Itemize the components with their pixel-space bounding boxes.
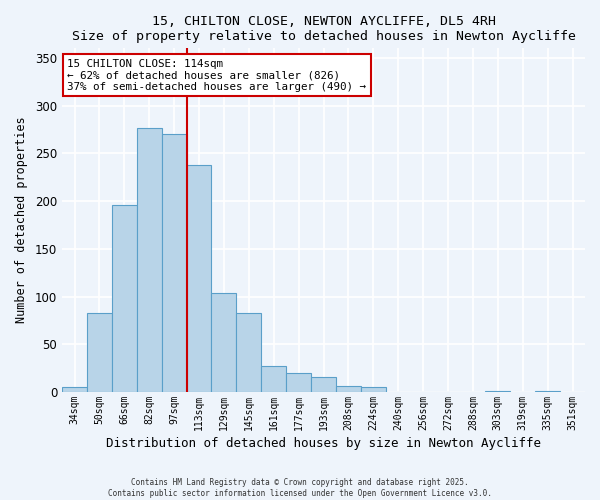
Bar <box>187 165 211 392</box>
Text: Contains HM Land Registry data © Crown copyright and database right 2025.
Contai: Contains HM Land Registry data © Crown c… <box>108 478 492 498</box>
Bar <box>361 388 386 392</box>
Bar <box>336 386 361 392</box>
Bar <box>161 134 187 392</box>
Bar <box>137 128 161 392</box>
Bar <box>236 313 261 392</box>
Bar <box>286 373 311 392</box>
Bar <box>62 388 87 392</box>
Text: 15 CHILTON CLOSE: 114sqm
← 62% of detached houses are smaller (826)
37% of semi-: 15 CHILTON CLOSE: 114sqm ← 62% of detach… <box>67 58 366 92</box>
Bar <box>87 313 112 392</box>
Bar <box>261 366 286 392</box>
Title: 15, CHILTON CLOSE, NEWTON AYCLIFFE, DL5 4RH
Size of property relative to detache: 15, CHILTON CLOSE, NEWTON AYCLIFFE, DL5 … <box>71 15 575 43</box>
Bar <box>311 377 336 392</box>
Bar <box>211 292 236 392</box>
Bar <box>535 391 560 392</box>
Bar <box>112 205 137 392</box>
Bar <box>485 391 510 392</box>
Y-axis label: Number of detached properties: Number of detached properties <box>15 117 28 324</box>
X-axis label: Distribution of detached houses by size in Newton Aycliffe: Distribution of detached houses by size … <box>106 437 541 450</box>
